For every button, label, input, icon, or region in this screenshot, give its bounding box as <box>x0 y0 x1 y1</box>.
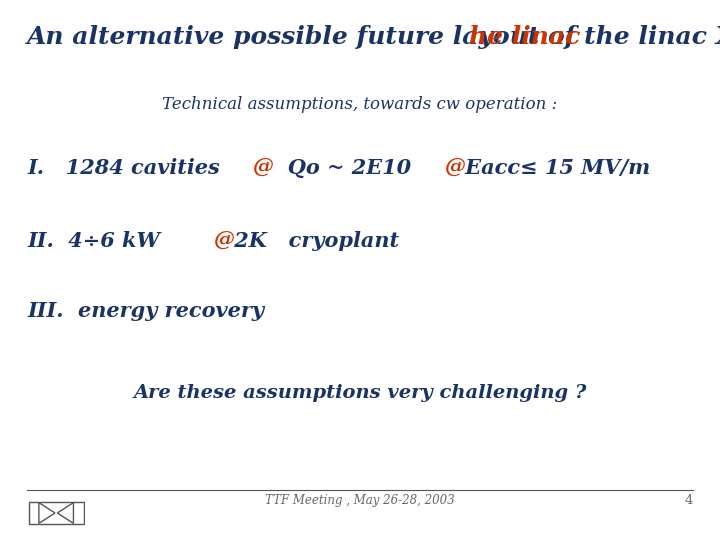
Text: @: @ <box>214 231 235 251</box>
Text: TTF Meeting , May 26-28, 2003: TTF Meeting , May 26-28, 2003 <box>265 494 455 507</box>
Text: 2K   cryoplant: 2K cryoplant <box>227 231 399 251</box>
Text: 4: 4 <box>684 494 693 507</box>
Text: An alternative possible future layout of the linac XFEL: An alternative possible future layout of… <box>27 25 720 49</box>
Text: @: @ <box>445 158 466 178</box>
Text: Qo ~ 2E10: Qo ~ 2E10 <box>266 158 433 178</box>
Text: Eacc≤ 15 MV/m: Eacc≤ 15 MV/m <box>458 158 650 178</box>
Text: @: @ <box>253 158 274 178</box>
Text: III.  energy recovery: III. energy recovery <box>27 301 264 321</box>
Text: Technical assumptions, towards cw operation :: Technical assumptions, towards cw operat… <box>163 97 557 113</box>
Text: he linac: he linac <box>469 25 581 49</box>
Text: Are these assumptions very challenging ?: Are these assumptions very challenging ? <box>133 384 587 402</box>
Bar <box>29 502 84 524</box>
Text: I.   1284 cavities: I. 1284 cavities <box>27 158 220 178</box>
Text: II.  4÷6 kW: II. 4÷6 kW <box>27 231 168 251</box>
